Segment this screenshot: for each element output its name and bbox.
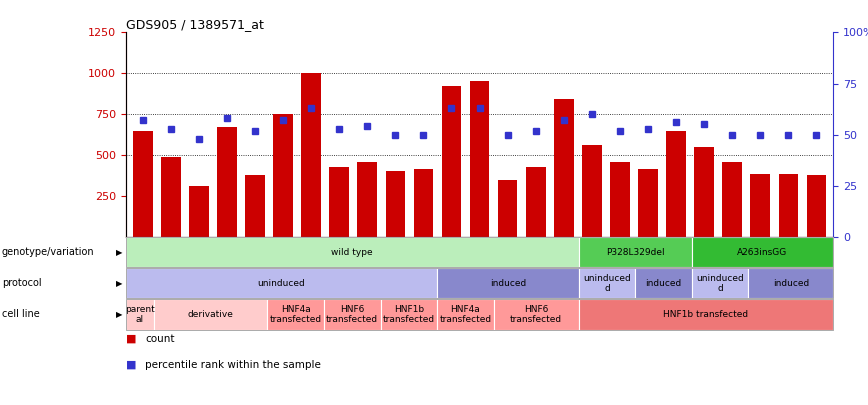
- Bar: [189, 186, 208, 237]
- Text: HNF1b transfected: HNF1b transfected: [663, 310, 748, 319]
- Bar: [301, 73, 321, 237]
- Text: ▶: ▶: [115, 247, 122, 257]
- Text: HNF6
transfected: HNF6 transfected: [510, 305, 562, 324]
- Text: HNF1b
transfected: HNF1b transfected: [383, 305, 435, 324]
- Text: wild type: wild type: [332, 247, 373, 257]
- Bar: [806, 175, 826, 237]
- Bar: [582, 145, 602, 237]
- Bar: [273, 114, 293, 237]
- Text: percentile rank within the sample: percentile rank within the sample: [145, 360, 321, 370]
- Text: HNF4a
transfected: HNF4a transfected: [270, 305, 322, 324]
- Bar: [470, 81, 490, 237]
- Text: ▶: ▶: [115, 279, 122, 288]
- Text: count: count: [145, 334, 174, 344]
- Text: induced: induced: [646, 279, 681, 288]
- Text: ▶: ▶: [115, 310, 122, 319]
- Text: ■: ■: [126, 334, 136, 344]
- Bar: [413, 169, 433, 237]
- Bar: [442, 86, 461, 237]
- Bar: [329, 166, 349, 237]
- Text: HNF4a
transfected: HNF4a transfected: [439, 305, 491, 324]
- Text: HNF6
transfected: HNF6 transfected: [326, 305, 378, 324]
- Text: parent
al: parent al: [125, 305, 155, 324]
- Bar: [610, 162, 630, 237]
- Text: A263insGG: A263insGG: [738, 247, 787, 257]
- Bar: [694, 147, 714, 237]
- Text: derivative: derivative: [187, 310, 233, 319]
- Text: ■: ■: [126, 360, 136, 370]
- Bar: [526, 166, 546, 237]
- Bar: [245, 175, 265, 237]
- Bar: [498, 180, 517, 237]
- Bar: [638, 169, 658, 237]
- Bar: [722, 162, 742, 237]
- Text: P328L329del: P328L329del: [606, 247, 665, 257]
- Text: induced: induced: [773, 279, 809, 288]
- Text: GDS905 / 1389571_at: GDS905 / 1389571_at: [126, 18, 264, 31]
- Text: induced: induced: [490, 279, 526, 288]
- Bar: [667, 131, 686, 237]
- Text: cell line: cell line: [2, 309, 39, 320]
- Bar: [217, 127, 237, 237]
- Text: uninduced: uninduced: [258, 279, 306, 288]
- Bar: [751, 174, 770, 237]
- Bar: [161, 157, 181, 237]
- Bar: [133, 130, 153, 237]
- Bar: [385, 171, 405, 237]
- Bar: [554, 100, 574, 237]
- Text: protocol: protocol: [2, 278, 42, 288]
- Text: genotype/variation: genotype/variation: [2, 247, 95, 257]
- Text: uninduced
d: uninduced d: [696, 274, 744, 293]
- Bar: [779, 174, 799, 237]
- Bar: [358, 162, 377, 237]
- Text: uninduced
d: uninduced d: [583, 274, 631, 293]
